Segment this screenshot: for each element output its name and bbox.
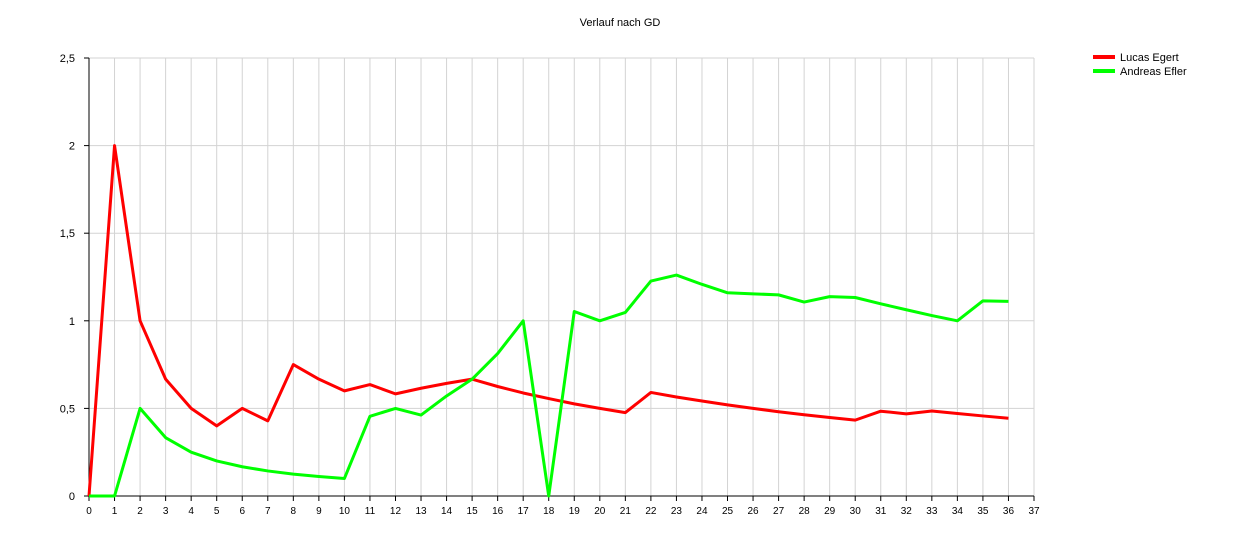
y-tick-label: 1 — [69, 316, 75, 328]
x-tick-label: 35 — [977, 506, 989, 517]
x-tick-label: 7 — [265, 506, 271, 517]
x-tick-label: 29 — [824, 506, 836, 517]
x-tick-label: 34 — [952, 506, 964, 517]
x-tick-label: 26 — [747, 506, 759, 517]
y-tick-label: 0 — [69, 491, 75, 503]
x-tick-label: 14 — [441, 506, 453, 517]
x-tick-label: 11 — [365, 506, 376, 517]
x-tick-label: 13 — [415, 506, 427, 517]
x-tick-label: 25 — [722, 506, 734, 517]
x-tick-label: 24 — [696, 506, 708, 517]
x-tick-label: 22 — [645, 506, 657, 517]
x-tick-label: 8 — [291, 506, 297, 517]
x-tick-label: 33 — [926, 506, 938, 517]
x-tick-label: 6 — [239, 506, 245, 517]
x-tick-label: 37 — [1028, 506, 1040, 517]
x-tick-label: 18 — [543, 506, 555, 517]
x-tick-label: 36 — [1003, 506, 1015, 517]
x-tick-label: 23 — [671, 506, 683, 517]
x-tick-label: 27 — [773, 506, 785, 517]
x-tick-label: 3 — [163, 506, 169, 517]
x-tick-label: 31 — [875, 506, 887, 517]
x-tick-label: 17 — [518, 506, 530, 517]
series-line-lucas-egert — [87, 144, 1009, 497]
x-tick-label: 10 — [339, 506, 351, 517]
series-line-andreas-efler — [89, 273, 1009, 498]
x-tick-label: 28 — [799, 506, 811, 517]
x-tick-label: 16 — [492, 506, 504, 517]
x-tick-label: 19 — [569, 506, 581, 517]
x-tick-label: 5 — [214, 506, 220, 517]
x-tick-label: 2 — [137, 506, 143, 517]
legend-label: Lucas Egert — [1120, 52, 1179, 64]
x-tick-label: 32 — [901, 506, 913, 517]
y-tick-label: 2,5 — [60, 53, 75, 65]
x-tick-label: 21 — [620, 506, 632, 517]
y-tick-label: 1,5 — [60, 228, 75, 240]
x-tick-label: 0 — [86, 506, 92, 517]
x-tick-label: 1 — [112, 506, 118, 517]
x-tick-label: 12 — [390, 506, 402, 517]
chart-title: Verlauf nach GD — [580, 17, 661, 29]
y-tick-label: 0,5 — [60, 403, 75, 415]
x-tick-label: 9 — [316, 506, 322, 517]
y-tick-label: 2 — [69, 141, 75, 153]
legend-label: Andreas Efler — [1120, 66, 1187, 78]
x-tick-label: 15 — [467, 506, 479, 517]
x-tick-label: 20 — [594, 506, 606, 517]
x-tick-label: 30 — [850, 506, 862, 517]
x-tick-label: 4 — [188, 506, 194, 517]
